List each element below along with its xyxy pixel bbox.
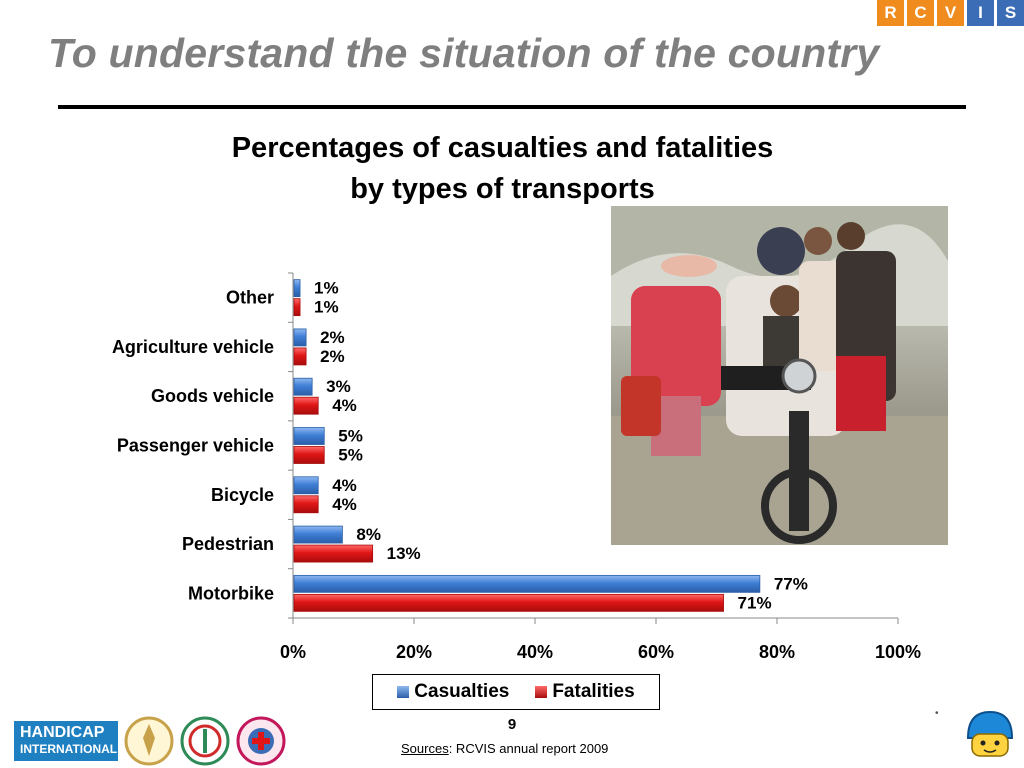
bar-fatalities-motorbike <box>293 593 724 612</box>
legend-label-casualties: Casualties <box>414 681 510 702</box>
rcvis-letter-v: V <box>937 0 964 26</box>
legend-swatch-fatalities <box>535 686 548 698</box>
bar-fatalities-bicycle <box>293 495 319 514</box>
chart-legend: Casualties Fatalities <box>372 674 660 710</box>
data-label-casualties-passenger-vehicle: 5% <box>338 427 363 446</box>
bar-fatalities-other <box>293 298 301 317</box>
legend-swatch-casualties <box>397 686 410 698</box>
category-label-bicycle: Bicycle <box>211 485 274 505</box>
bar-casualties-agriculture-vehicle <box>293 328 307 347</box>
data-label-fatalities-goods-vehicle: 4% <box>332 396 357 415</box>
handicap-international-logo: HANDICAP INTERNATIONAL <box>14 721 118 761</box>
rcvis-letter-s: S <box>997 0 1024 26</box>
health-seal-icon <box>180 716 230 766</box>
chart-title: Percentages of casualties and fatalities… <box>150 128 855 210</box>
helmet-mascot-icon <box>966 710 1014 757</box>
bar-casualties-other <box>293 279 301 298</box>
category-label-agriculture-vehicle: Agriculture vehicle <box>112 337 274 357</box>
chart-title-line-2: by types of transports <box>350 173 655 205</box>
ministry-seal-icon <box>124 716 174 766</box>
x-tick-label: 60% <box>638 642 674 662</box>
rcvis-letter-i: I <box>967 0 994 26</box>
data-label-casualties-bicycle: 4% <box>332 476 357 495</box>
category-label-goods-vehicle: Goods vehicle <box>151 386 274 406</box>
partner-logos: HANDICAP INTERNATIONAL <box>14 716 286 766</box>
bar-casualties-goods-vehicle <box>293 377 313 396</box>
data-label-casualties-other: 1% <box>314 279 339 298</box>
sources-label: Sources <box>401 741 449 756</box>
bar-casualties-passenger-vehicle <box>293 427 325 445</box>
data-label-casualties-goods-vehicle: 3% <box>326 377 351 396</box>
category-label-pedestrian: Pedestrian <box>182 534 274 554</box>
x-tick-label: 100% <box>875 642 921 662</box>
bar-casualties-pedestrian <box>293 525 343 544</box>
data-label-fatalities-motorbike: 71% <box>738 593 772 612</box>
x-tick-label: 80% <box>759 642 795 662</box>
hi-logo-line-1: HANDICAP <box>20 724 105 741</box>
red-cross-seal-icon <box>236 716 286 766</box>
x-tick-label: 0% <box>280 642 306 662</box>
x-tick-label: 20% <box>396 642 432 662</box>
bar-casualties-bicycle <box>293 476 319 495</box>
data-label-fatalities-bicycle: 4% <box>332 495 357 514</box>
bar-fatalities-agriculture-vehicle <box>293 347 307 366</box>
title-divider <box>58 105 966 109</box>
category-label-motorbike: Motorbike <box>188 583 274 603</box>
sources-text: : RCVIS annual report 2009 <box>448 741 609 756</box>
hi-logo-line-2: INTERNATIONAL <box>20 742 118 756</box>
slide-mark: • <box>935 708 939 719</box>
legend-item-casualties: Casualties <box>397 681 509 703</box>
page-number: 9 <box>507 716 517 733</box>
rcvis-letter-r: R <box>877 0 904 26</box>
data-label-fatalities-agriculture-vehicle: 2% <box>320 347 345 366</box>
data-label-casualties-agriculture-vehicle: 2% <box>320 328 345 347</box>
family-on-motorbike-photo <box>611 206 948 545</box>
bar-fatalities-goods-vehicle <box>293 396 319 415</box>
legend-label-fatalities: Fatalities <box>552 681 635 702</box>
bar-fatalities-passenger-vehicle <box>293 446 325 464</box>
legend-item-fatalities: Fatalities <box>535 681 635 703</box>
rcvis-letter-c: C <box>907 0 934 26</box>
chart-title-line-1: Percentages of casualties and fatalities <box>231 132 774 164</box>
rcvis-logo: R C V I S <box>877 0 1024 26</box>
bar-fatalities-pedestrian <box>293 544 374 563</box>
data-label-fatalities-other: 1% <box>314 298 339 317</box>
data-label-fatalities-passenger-vehicle: 5% <box>338 446 363 465</box>
category-label-passenger-vehicle: Passenger vehicle <box>117 436 274 456</box>
data-label-fatalities-pedestrian: 13% <box>387 544 421 563</box>
x-tick-label: 40% <box>517 642 553 662</box>
data-label-casualties-motorbike: 77% <box>774 574 808 593</box>
bar-casualties-motorbike <box>293 574 761 593</box>
category-label-other: Other <box>226 288 274 308</box>
slide-title: To understand the situation of the count… <box>48 30 880 76</box>
sources-note: Sources: RCVIS annual report 2009 <box>401 741 608 756</box>
data-label-casualties-pedestrian: 8% <box>356 525 381 544</box>
